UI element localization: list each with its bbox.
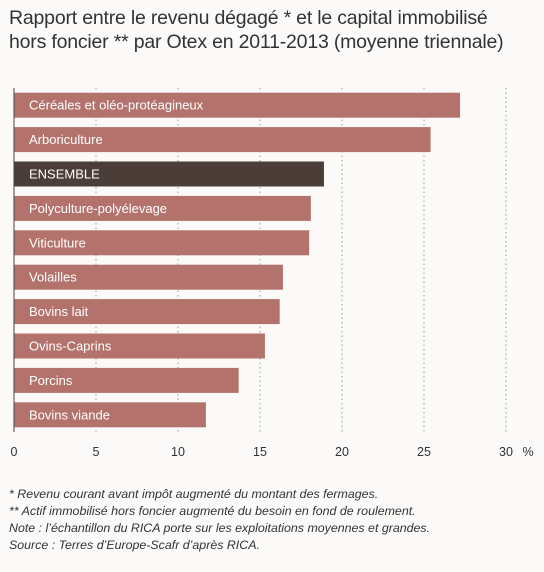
bar-label-1: Arboriculture — [29, 132, 103, 147]
bar-label-4: Viticulture — [29, 235, 86, 250]
bar-label-6: Bovins lait — [29, 304, 89, 319]
bar-2 — [14, 161, 324, 187]
footnote-sample: Note : l’échantillon du RICA porte sur l… — [9, 521, 431, 535]
x-tick-10: 10 — [171, 445, 185, 459]
bar-6 — [14, 299, 280, 325]
footnote-source: Source : Terres d’Europe-Scafr d’après R… — [9, 538, 260, 552]
bar-label-9: Bovins viande — [29, 407, 110, 422]
x-unit-label: % — [522, 445, 533, 459]
x-tick-5: 5 — [93, 445, 100, 459]
bar-8 — [14, 367, 239, 393]
grid-lines — [95, 88, 507, 432]
bar-chart: Céréales et oléo-protéagineux Arboricultu… — [11, 88, 534, 459]
chart-title: Rapport entre le revenu dégagé * et le c… — [9, 7, 504, 53]
bar-labels: Céréales et oléo-protéagineux Arboricultu… — [29, 98, 204, 423]
bar-label-5: Volailles — [29, 270, 77, 285]
footnotes: * Revenu courant avant impôt augmenté du… — [9, 486, 539, 554]
x-tick-25: 25 — [417, 445, 431, 459]
bar-9 — [14, 402, 206, 428]
bar-label-3: Polyculture-polyélevage — [29, 201, 167, 216]
x-tick-15: 15 — [253, 445, 267, 459]
x-tick-0: 0 — [11, 445, 18, 459]
bar-label-8: Porcins — [29, 373, 73, 388]
footnote-revenue: * Revenu courant avant impôt augmenté du… — [9, 487, 379, 501]
bars — [14, 92, 461, 428]
bar-0 — [14, 92, 461, 118]
bar-label-7: Ovins-Caprins — [29, 339, 112, 354]
bar-label-2: ENSEMBLE — [29, 167, 100, 182]
bar-4 — [14, 230, 310, 256]
x-axis-ticks: 0 5 10 15 20 25 30% — [11, 88, 534, 459]
bar-1 — [14, 127, 431, 153]
x-tick-20: 20 — [335, 445, 349, 459]
bar-3 — [14, 195, 311, 221]
bar-5 — [14, 264, 283, 290]
footnote-capital: ** Actif immobilisé hors foncier augment… — [9, 504, 416, 518]
x-tick-30: 30 — [499, 445, 513, 459]
bar-7 — [14, 333, 265, 359]
bar-label-0: Céréales et oléo-protéagineux — [29, 98, 204, 113]
